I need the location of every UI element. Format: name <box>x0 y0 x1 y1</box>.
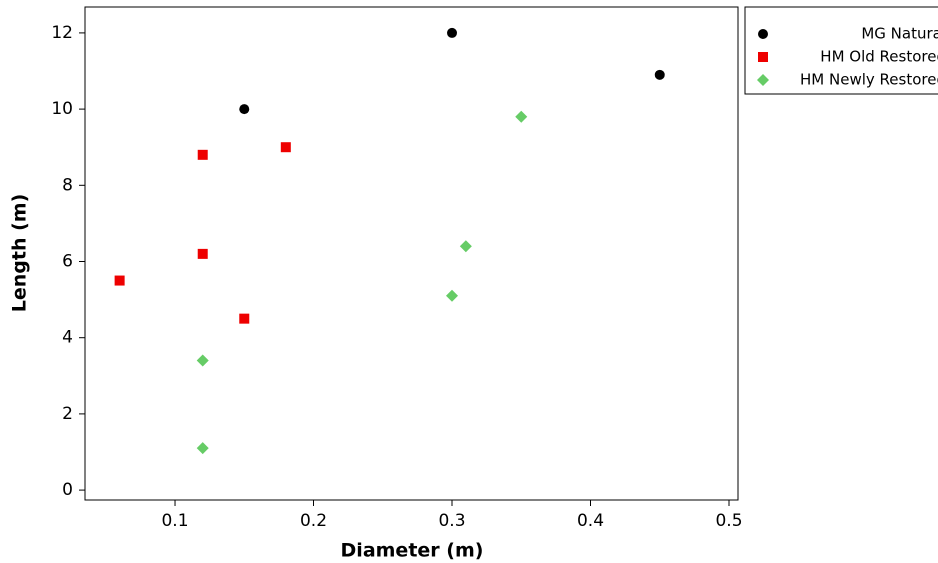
y-tick-label: 6 <box>62 252 73 272</box>
marker <box>196 354 209 367</box>
y-tick-label: 4 <box>62 328 73 348</box>
legend-label: MG Natural <box>861 25 938 43</box>
y-tick-label: 10 <box>51 99 73 119</box>
marker <box>757 74 769 86</box>
legend-label: HM Old Restored <box>820 48 938 66</box>
marker <box>197 248 208 259</box>
marker <box>758 52 768 62</box>
marker <box>447 27 458 38</box>
marker <box>459 240 472 253</box>
y-tick-label: 8 <box>62 175 73 195</box>
x-tick-label: 0.4 <box>577 511 604 531</box>
marker <box>114 275 125 286</box>
marker <box>197 149 208 160</box>
marker <box>239 313 250 324</box>
marker <box>654 69 665 80</box>
y-tick-label: 0 <box>62 480 73 500</box>
y-tick-label: 2 <box>62 404 73 424</box>
x-tick-label: 0.2 <box>300 511 327 531</box>
marker <box>446 289 459 302</box>
marker <box>758 29 768 39</box>
plot-frame <box>84 6 739 501</box>
marker <box>239 104 250 115</box>
marker <box>196 442 209 455</box>
x-tick-label: 0.1 <box>161 511 188 531</box>
marker <box>515 110 528 123</box>
legend-label: HM Newly Restored <box>800 71 938 89</box>
x-axis-title: Diameter (m) <box>341 540 484 562</box>
y-axis-title: Length (m) <box>9 194 31 313</box>
y-tick-label: 12 <box>51 23 73 43</box>
x-tick-label: 0.3 <box>438 511 465 531</box>
legend-box <box>744 6 938 95</box>
x-tick-label: 0.5 <box>715 511 742 531</box>
marker <box>280 142 291 153</box>
